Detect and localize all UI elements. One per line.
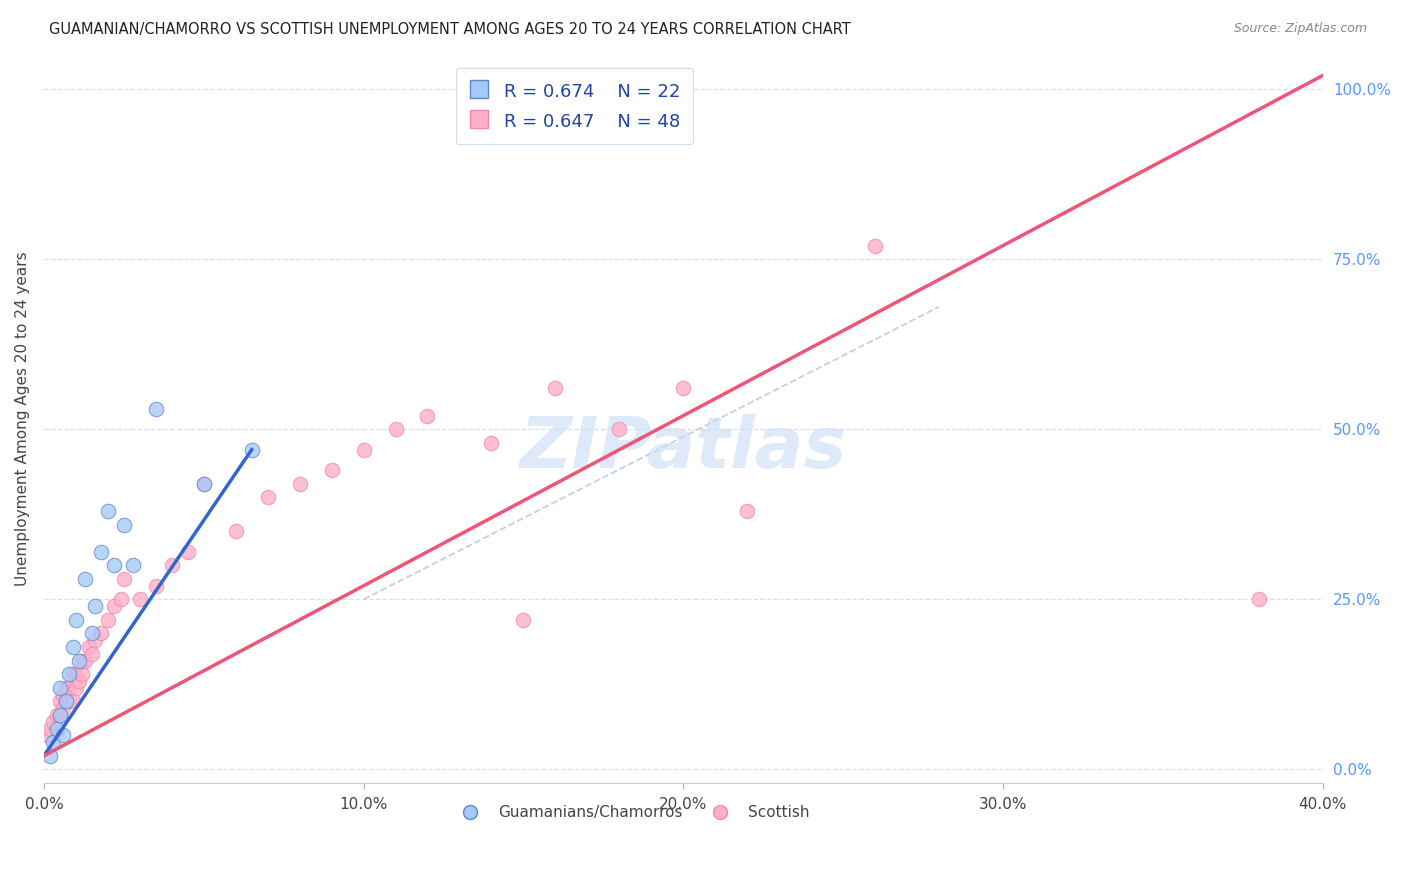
Point: [193, 476, 215, 491]
Point: [84, 599, 107, 614]
Point: [62, 640, 84, 654]
Point: [512, 613, 534, 627]
Point: [128, 592, 150, 607]
Point: [481, 436, 503, 450]
Point: [58, 681, 80, 695]
Point: [112, 572, 135, 586]
Point: [225, 524, 247, 539]
Point: [84, 633, 107, 648]
Point: [193, 476, 215, 491]
Legend: Guamanians/Chamorros, Scottish: Guamanians/Chamorros, Scottish: [449, 799, 815, 826]
Point: [863, 238, 886, 252]
Point: [256, 491, 278, 505]
Point: [160, 558, 183, 573]
Point: [42, 735, 65, 749]
Point: [62, 667, 84, 681]
Point: [49, 694, 72, 708]
Point: [35, 728, 58, 742]
Point: [112, 517, 135, 532]
Point: [110, 592, 132, 607]
Point: [39, 748, 62, 763]
Point: [177, 545, 200, 559]
Point: [58, 667, 80, 681]
Y-axis label: Unemployment Among Ages 20 to 24 years: Unemployment Among Ages 20 to 24 years: [15, 252, 30, 586]
Text: ZIPatlas: ZIPatlas: [520, 414, 846, 483]
Point: [97, 504, 120, 518]
Point: [49, 681, 72, 695]
Point: [145, 401, 167, 416]
Point: [42, 714, 65, 729]
Point: [70, 654, 93, 668]
Point: [77, 640, 100, 654]
Point: [52, 728, 75, 742]
Point: [672, 382, 695, 396]
Point: [65, 681, 87, 695]
Point: [80, 647, 103, 661]
Point: [52, 701, 75, 715]
Point: [735, 504, 758, 518]
Point: [55, 681, 77, 695]
Point: [607, 422, 630, 436]
Point: [97, 613, 120, 627]
Point: [103, 599, 125, 614]
Point: [90, 545, 112, 559]
Point: [321, 463, 343, 477]
Point: [55, 694, 77, 708]
Point: [67, 654, 90, 668]
Point: [45, 708, 67, 723]
Point: [1247, 592, 1270, 607]
Point: [39, 722, 62, 736]
Point: [65, 613, 87, 627]
Point: [52, 688, 75, 702]
Point: [240, 442, 263, 457]
Point: [80, 626, 103, 640]
Point: [58, 694, 80, 708]
Point: [67, 673, 90, 688]
Point: [288, 476, 311, 491]
Point: [90, 626, 112, 640]
Point: [49, 708, 72, 723]
Point: [65, 667, 87, 681]
Text: Source: ZipAtlas.com: Source: ZipAtlas.com: [1233, 22, 1367, 36]
Point: [70, 667, 93, 681]
Point: [49, 708, 72, 723]
Point: [544, 382, 567, 396]
Point: [45, 722, 67, 736]
Point: [75, 572, 97, 586]
Point: [103, 558, 125, 573]
Point: [75, 654, 97, 668]
Text: GUAMANIAN/CHAMORRO VS SCOTTISH UNEMPLOYMENT AMONG AGES 20 TO 24 YEARS CORRELATIO: GUAMANIAN/CHAMORRO VS SCOTTISH UNEMPLOYM…: [49, 22, 851, 37]
Point: [353, 442, 375, 457]
Point: [416, 409, 439, 423]
Point: [145, 579, 167, 593]
Point: [62, 694, 84, 708]
Point: [384, 422, 406, 436]
Point: [55, 694, 77, 708]
Point: [122, 558, 145, 573]
